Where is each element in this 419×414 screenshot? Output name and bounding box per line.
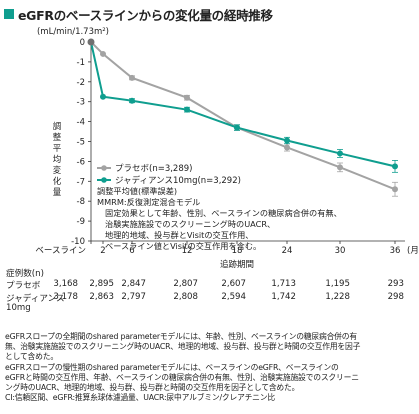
table-row: ジャディアンス 3,178 2,863 2,797 2,808 2,594 1,742 1,…: [6, 292, 414, 304]
data-point: [100, 50, 106, 57]
y-tick-label: -3: [77, 98, 85, 108]
y-tick-label: -1: [77, 58, 85, 68]
footnote-line: eGFRと時間の交互作用、年齢、ベースラインの糖尿病合併の有無、性別、治験実施施…: [5, 372, 359, 382]
x-tick-label: 36: [390, 246, 401, 256]
annotation-text: 地理的地域、投与群とVisitの交互作用、: [105, 230, 253, 240]
y-axis-label-char: 均: [53, 154, 62, 165]
row-label-continuation: 10mg: [6, 303, 31, 313]
x-tick-label: 18: [232, 246, 243, 256]
y-tick-label: -2: [77, 78, 85, 88]
data-point: [129, 74, 135, 81]
annotation-text: MMRM:反復測定混合モデル: [97, 197, 200, 207]
table-cell: 298: [387, 292, 404, 302]
table-cell: 2,847: [121, 279, 146, 289]
data-point: [234, 124, 240, 131]
data-point: [284, 144, 290, 151]
table-cell: 3,168: [53, 279, 78, 289]
y-axis-label-char: 化: [53, 176, 62, 187]
legend-swatch-marker: [101, 165, 107, 171]
table-cell: 2,895: [89, 279, 114, 289]
footnote-line: ング時のUACR、地理的地域、投与群、投与群と時間の交互作用を因子として含めた。: [5, 383, 300, 393]
data-point: [100, 93, 106, 100]
series-line: [90, 41, 396, 191]
y-tick-label: -8: [77, 197, 85, 207]
footnote-line: CI:信頼区間、eGFR:推算糸球体濾過量、UACR:尿中アルブミン/クレアチニ…: [5, 393, 275, 403]
row-label: プラセボ: [6, 281, 41, 291]
legend-label: ジャディアンス10mg(n=3,292): [115, 175, 241, 186]
x-tick-label: 12: [182, 246, 193, 256]
y-axis-unit: (mL/min/1.73m²): [37, 27, 109, 37]
y-tick-label: -4: [77, 118, 85, 128]
table-row-continuation: 10mg: [6, 303, 414, 314]
x-tick-label: 6: [129, 246, 134, 256]
table-cell: 2,863: [89, 292, 114, 302]
y-axis-label-char: 整: [53, 132, 62, 143]
annotation-text: 固定効果として年齢、性別、ベースラインの糖尿病合併の有無、: [105, 208, 342, 218]
table-cell: 3,178: [53, 292, 78, 302]
annotation-text: 調整平均値(標準誤差): [97, 186, 177, 196]
y-axis-label-char: 調: [53, 121, 62, 132]
data-point: [392, 163, 398, 170]
table-cell: 1,713: [271, 279, 296, 289]
table-cell: 2,594: [221, 292, 246, 302]
data-point: [184, 94, 190, 101]
data-point: [284, 137, 290, 144]
line-chart: 0 -1 -2 -3 -4 -5 -6 -7 -8 -9 -10 (mL/min/1.73m²) 調整平…: [35, 27, 419, 270]
annotation-text: ベースライン値とVisitの交互作用を含む。: [105, 241, 261, 251]
data-point: [129, 97, 135, 104]
x-tick-label: ベースライン: [35, 246, 86, 256]
chart-title: eGFRのベースラインからの変化量の経時推移: [18, 7, 273, 23]
y-tick-label: -9: [77, 217, 85, 227]
legend-swatch-marker: [101, 177, 107, 183]
table-cell: 1,195: [325, 279, 350, 289]
y-tick-label: -10: [71, 237, 85, 247]
data-point: [337, 164, 343, 171]
footnote-line: として含めた。: [5, 352, 58, 362]
table-cell: 293: [387, 279, 404, 289]
y-axis-label-char: 変: [53, 165, 62, 176]
y-tick-label: -6: [77, 157, 85, 167]
table-cell: 2,607: [221, 279, 246, 289]
y-tick-label: -5: [77, 138, 85, 148]
footnote-line: eGFRスロープの全期間のshared parameterモデルには、年齢、性別…: [5, 332, 357, 341]
table-header-row: 症例数(n): [6, 267, 414, 279]
table-cell: 2,807: [173, 279, 198, 289]
table-cell: 1,742: [271, 292, 296, 302]
baseline-point: [87, 38, 95, 46]
footnote-line: eGFRスロープの慢性期のshared parameterモデルには、ベースライ…: [5, 362, 339, 372]
row-label: ジャディアンス: [6, 294, 65, 304]
table-row: プラセボ 3,168 2,895 2,847 2,807 2,607 1,713 1,195…: [6, 279, 414, 291]
x-tick-label: 2: [100, 246, 105, 256]
y-axis-label-char: 量: [53, 188, 62, 198]
table-cell: 2,808: [173, 292, 198, 302]
series-line: [90, 41, 396, 168]
y-tick-label: 0: [80, 38, 85, 48]
legend-label: プラセボ(n=3,289): [115, 164, 192, 174]
x-tick-label: 30: [335, 246, 346, 256]
table-cell: 2,797: [121, 292, 146, 302]
x-tick-label: 24: [282, 246, 293, 256]
y-axis-label-char: 平: [53, 144, 62, 154]
footnotes: eGFRスロープの全期間のshared parameterモデルには、年齢、性別…: [5, 332, 415, 403]
data-point: [392, 186, 398, 193]
chart-title-bar: eGFRのベースラインからの変化量の経時推移: [4, 5, 273, 23]
title-marker-icon: [4, 9, 14, 19]
footnote-line: 無、治験実施施設でのスクリーニング時のUACR、地理的地域、投与群、投与群と時間…: [5, 342, 361, 352]
y-tick-label: -7: [77, 177, 85, 187]
annotation-text: 治験実施施設でのスクリーニング時のUACR、: [105, 219, 275, 229]
x-axis-unit: (月): [407, 246, 419, 256]
data-point: [184, 106, 190, 113]
table-cell: 1,228: [325, 292, 350, 302]
data-point: [337, 150, 343, 157]
x-axis-label: 追跡期間: [220, 259, 254, 270]
table-header: 症例数(n): [6, 269, 44, 279]
